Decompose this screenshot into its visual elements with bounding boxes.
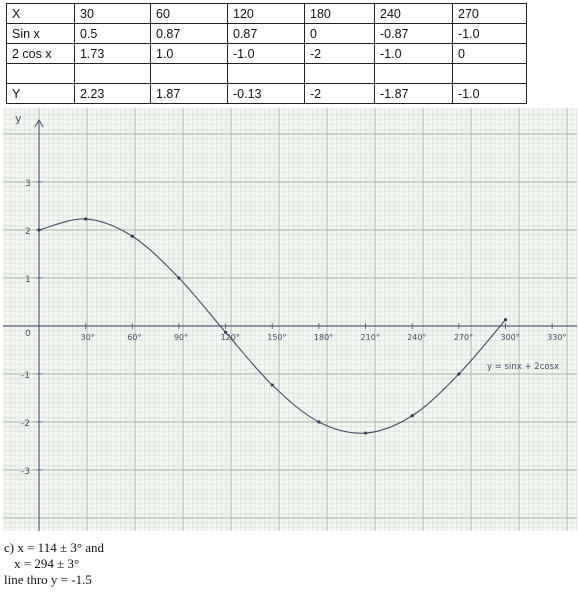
table-cell: 180	[304, 3, 375, 24]
x-tick-label: 210°	[361, 333, 380, 342]
table-cell	[150, 63, 228, 84]
minor-grid	[3, 108, 577, 531]
graph-paper-chart: y30° 60° 90° 120° 150° 180° 210° 240° 270° 300° 33…	[3, 108, 577, 531]
table-cell: -0.13	[227, 83, 305, 104]
table-cell: 0.87	[227, 23, 305, 44]
table-cell	[374, 63, 453, 84]
data-point	[224, 330, 228, 334]
x-tick-label: 90°	[174, 333, 188, 342]
data-point	[130, 234, 134, 238]
table-cell: -2	[304, 83, 375, 104]
row-header-cell: Y	[6, 83, 75, 104]
data-point	[177, 276, 181, 280]
table-row: Y 2.23 1.87 -0.13 -2 -1.87 -1.0	[6, 83, 527, 104]
y-tick-label: 2	[25, 227, 31, 237]
y-tick-label: -2	[21, 419, 30, 429]
y-tick-label: -1	[21, 371, 30, 381]
table-cell: 30	[74, 3, 151, 24]
data-point	[503, 318, 508, 322]
table-cell: 0	[304, 23, 375, 44]
note-line-2: x = 294 ± 3°	[14, 556, 80, 571]
data-point	[84, 217, 88, 221]
table-cell: 270	[452, 3, 527, 24]
curve-label: y = sinx + 2cosx	[487, 362, 559, 372]
data-point	[363, 431, 368, 435]
values-table: X 30 60 120 180 240 270 Sin x 0.5 0.87 0.87 0 -0.87-…	[6, 3, 527, 104]
y-tick-label: 3	[25, 179, 31, 189]
y-axis-arrow	[34, 118, 44, 128]
x-tick-label: 330°	[547, 333, 566, 342]
table-cell	[452, 63, 527, 84]
table-cell: -0.87	[374, 23, 453, 44]
table-cell	[74, 63, 151, 84]
table-cell: 0.5	[74, 23, 151, 44]
table-cell: 60	[150, 3, 228, 24]
table-cell: -1.87	[374, 83, 453, 104]
table-cell: -2	[304, 43, 375, 64]
data-point	[457, 372, 461, 376]
table-cell: -1.0	[227, 43, 305, 64]
x-tick-label: 300°	[501, 333, 520, 342]
data-point	[37, 228, 41, 232]
x-tick-label: 180°	[314, 333, 333, 342]
table-cell: -1.0	[452, 23, 527, 44]
x-tick-label: 150°	[267, 333, 286, 342]
row-header-cell: X	[6, 3, 75, 24]
table-row: 2 cos x 1.73 1.0 -1.0 -2 -1.0 0	[6, 43, 527, 64]
table-cell: -1.0	[374, 43, 453, 64]
y-axis-label: y	[15, 112, 22, 125]
data-point	[317, 420, 321, 424]
table-cell: 240	[374, 3, 453, 24]
graph-paper-background	[3, 108, 577, 531]
y-tick-label: -3	[21, 467, 30, 477]
x-tick-label: 60°	[127, 333, 141, 342]
row-header-cell: 2 cos x	[6, 43, 75, 64]
curve-series	[37, 217, 508, 435]
table-cell: 1.0	[150, 43, 228, 64]
answer-notes: c) x = 114 ± 3° and x = 294 ± 3° line th…	[4, 540, 104, 588]
row-header-cell	[6, 63, 75, 84]
table-cell: -1.0	[452, 83, 527, 104]
table-cell	[227, 63, 305, 84]
data-point	[270, 383, 274, 387]
x-tick-label: 240°	[407, 333, 426, 342]
table-cell: 120	[227, 3, 305, 24]
table-cell: 0.87	[150, 23, 228, 44]
note-line-1: c) x = 114 ± 3° and	[4, 540, 105, 555]
y-tick-label: 1	[25, 275, 31, 285]
x-tick-label: 270°	[454, 333, 473, 342]
table-cell: 1.87	[150, 83, 228, 104]
values-table-body: X 30 60 120 180 240 270 Sin x 0.5 0.87 0.87 0 -0.87-…	[6, 3, 527, 104]
table-row	[6, 63, 527, 84]
table-cell: 0	[452, 43, 527, 64]
axes	[3, 118, 577, 531]
x-tick-label: 30°	[81, 333, 95, 342]
note-line-3: line thro y = -1.5	[4, 572, 92, 587]
table-cell	[304, 63, 375, 84]
row-header-cell: Sin x	[6, 23, 75, 44]
table-cell: 2.23	[74, 83, 151, 104]
table-row: Sin x 0.5 0.87 0.87 0 -0.87 -1.0	[6, 23, 527, 44]
data-point	[410, 414, 414, 418]
table-row: X 30 60 120 180 240 270	[6, 3, 527, 24]
tick-labels: y30° 60° 90° 120° 150° 180° 210° 240° 270° 300° 33…	[15, 112, 566, 477]
y-tick-label: 0	[25, 329, 31, 339]
table-cell: 1.73	[74, 43, 151, 64]
